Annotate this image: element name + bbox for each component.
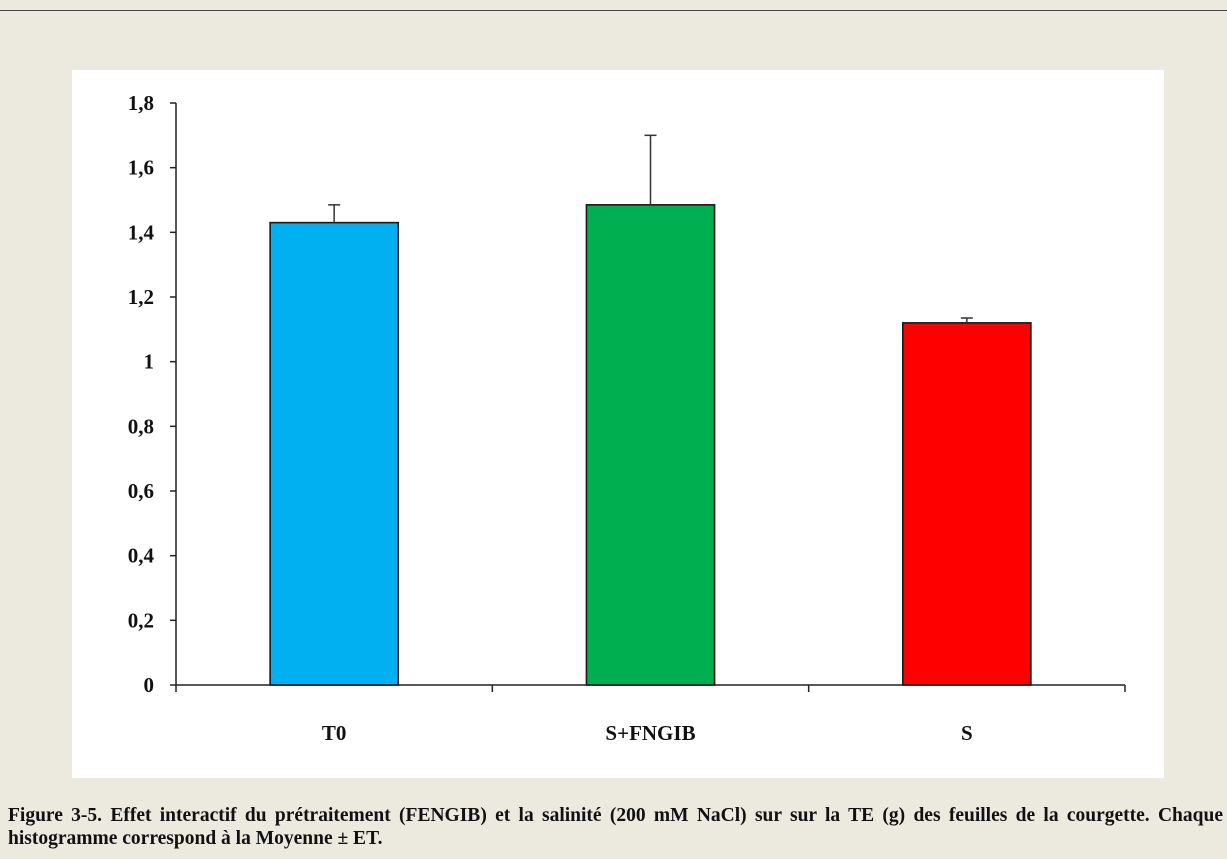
bars bbox=[269, 204, 1032, 686]
bar-s-fngib bbox=[585, 204, 716, 686]
y-tick-label: 1,4 bbox=[128, 220, 155, 244]
chart-panel: 0 0,2 0,4 0,6 0,8 1 1,2 1,4 1,6 1,8 T0 S+FNGIB S bbox=[72, 70, 1164, 778]
y-axis: 0 0,2 0,4 0,6 0,8 1 1,2 1,4 1,6 1,8 bbox=[128, 91, 177, 697]
y-tick-label: 0 bbox=[144, 673, 155, 697]
y-tick-label: 0,4 bbox=[128, 544, 155, 568]
top-rule bbox=[0, 10, 1227, 11]
y-tick-label: 1 bbox=[144, 350, 155, 374]
figure-caption: Figure 3-5. Effet interactif du prétrait… bbox=[8, 805, 1223, 849]
y-tick-label: 1,8 bbox=[128, 91, 154, 115]
x-axis: T0 S+FNGIB S bbox=[175, 684, 1126, 745]
bar-s bbox=[901, 322, 1032, 686]
x-tick-label: S+FNGIB bbox=[605, 721, 695, 745]
bar-t0 bbox=[269, 221, 400, 686]
y-tick-label: 0,8 bbox=[128, 414, 154, 438]
y-tick-label: 0,6 bbox=[128, 479, 154, 503]
x-tick-label: S bbox=[961, 721, 973, 745]
y-tick-label: 1,2 bbox=[128, 285, 154, 309]
x-tick-label: T0 bbox=[322, 721, 347, 745]
y-tick-label: 0,2 bbox=[128, 608, 154, 632]
error-bars bbox=[328, 134, 973, 323]
y-tick-label: 1,6 bbox=[128, 156, 154, 180]
bar-chart: 0 0,2 0,4 0,6 0,8 1 1,2 1,4 1,6 1,8 T0 S+FNGIB S bbox=[128, 91, 1126, 745]
